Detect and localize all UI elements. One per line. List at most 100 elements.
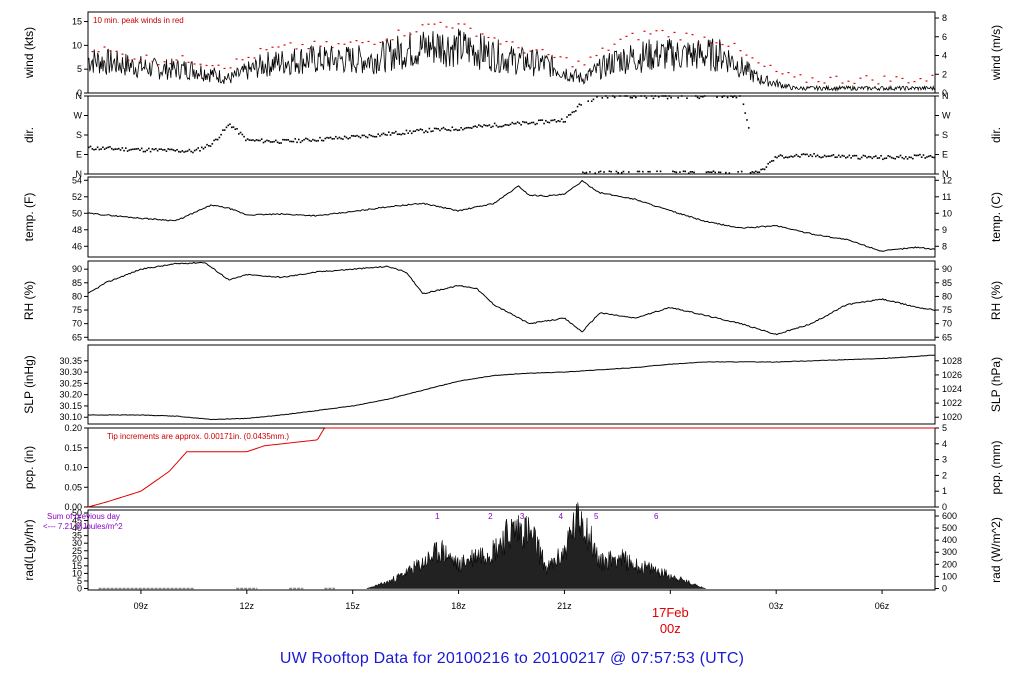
wind-peak-marker: [649, 33, 652, 35]
dir-point: [312, 138, 314, 141]
dir-point: [462, 128, 464, 131]
pcp-left-tick-label: 0.20: [64, 423, 82, 433]
temp-panel: [84, 176, 939, 258]
dir-point: [400, 133, 402, 136]
dir-point: [919, 153, 921, 156]
dir-point: [98, 148, 101, 151]
dir-point: [209, 145, 212, 147]
temp-right-tick-label: 9: [942, 225, 947, 235]
wind-peak-marker: [847, 80, 850, 82]
dir-point: [186, 150, 189, 152]
dir-point: [200, 146, 203, 149]
dir-point: [451, 126, 454, 129]
dir-point: [622, 170, 625, 173]
dir-point: [301, 139, 304, 142]
wind-peak-marker: [163, 61, 166, 63]
wind-peak-marker: [577, 60, 580, 62]
wind-peak-marker: [121, 53, 124, 55]
dir-point: [783, 157, 785, 159]
dir-point: [218, 136, 221, 139]
dir-point: [532, 121, 535, 124]
wind-peak-marker: [115, 50, 118, 53]
dir-point: [338, 136, 341, 139]
rh-left-tick-label: 70: [72, 319, 82, 329]
dir-point: [753, 171, 755, 174]
dir-point: [650, 95, 653, 97]
dir-point: [347, 137, 349, 140]
dir-point: [375, 135, 378, 138]
dir-point: [905, 156, 907, 158]
dir-point: [855, 154, 858, 157]
dir-point: [215, 138, 217, 141]
temp-left-tick-label: 50: [72, 208, 82, 218]
dir-point: [680, 95, 683, 97]
wind-peak-marker: [403, 35, 406, 37]
dir-point: [389, 134, 392, 136]
wind-peak-marker: [445, 26, 448, 28]
dir-point: [250, 139, 252, 142]
wind-peak-marker: [841, 82, 844, 84]
dir-point: [266, 139, 268, 142]
dir-point: [619, 95, 621, 97]
wind-peak-marker: [421, 24, 424, 26]
pcp-left-tick-label: 0.15: [64, 443, 82, 453]
dir-point: [241, 133, 244, 136]
wind-peak-marker: [883, 75, 886, 77]
dir-point: [147, 147, 150, 150]
wind-peak-marker: [595, 54, 598, 57]
dir-point: [343, 135, 346, 138]
dir-point: [705, 171, 708, 174]
dir-point: [432, 130, 434, 132]
dir-point: [530, 121, 533, 124]
rad-left-tick-label: 45: [72, 516, 82, 526]
dir-point: [237, 133, 240, 135]
dir-point: [419, 128, 422, 130]
dir-point: [126, 150, 129, 152]
dir-point: [387, 131, 390, 134]
dir-point: [485, 124, 487, 127]
dir-point: [363, 134, 365, 137]
dir-point: [721, 96, 724, 98]
dir-point: [172, 149, 175, 151]
dir-point: [913, 154, 916, 156]
wind-peak-marker: [379, 41, 382, 44]
x-tick-label: 03z: [769, 601, 784, 611]
x-tick-label: 21z: [557, 601, 572, 611]
wind-peak-marker: [235, 58, 238, 60]
dir-point: [151, 148, 154, 150]
wind-peak-marker: [391, 39, 394, 41]
dir-point: [239, 131, 242, 134]
rad-marker-label: 6: [654, 512, 659, 521]
dir-point: [107, 146, 110, 149]
dir-point: [841, 154, 844, 157]
dir-point: [135, 148, 138, 150]
wind-peak-marker: [877, 83, 880, 85]
dir-point: [610, 170, 612, 173]
wind-peak-marker: [757, 62, 760, 64]
dir-left-tick-label: W: [74, 111, 83, 121]
dir-point: [246, 138, 249, 140]
dir-point: [153, 148, 155, 151]
slp-right-axis-label: SLP (hPa): [989, 357, 1003, 412]
dir-point: [287, 139, 289, 141]
dir-point: [193, 149, 196, 152]
dir-point: [276, 141, 279, 144]
dir-point: [659, 170, 662, 173]
dir-point: [105, 147, 108, 149]
dir-panel: [84, 95, 939, 175]
wind-peak-marker: [613, 43, 616, 45]
dir-point: [463, 127, 466, 130]
wind-peak-marker: [811, 77, 814, 79]
dir-point: [386, 134, 388, 136]
dir-point: [296, 141, 298, 144]
dir-point: [492, 125, 494, 128]
dir-point: [635, 96, 637, 99]
dir-left-tick-label: S: [76, 130, 82, 140]
wind-peak-marker: [835, 75, 838, 77]
wind-peak-marker: [571, 66, 574, 68]
dir-point: [377, 133, 379, 135]
dir-point: [428, 127, 431, 130]
wind-peak-marker: [667, 36, 670, 38]
dir-point: [402, 132, 404, 135]
temp-right-axis-label: temp. (C): [989, 192, 1003, 242]
